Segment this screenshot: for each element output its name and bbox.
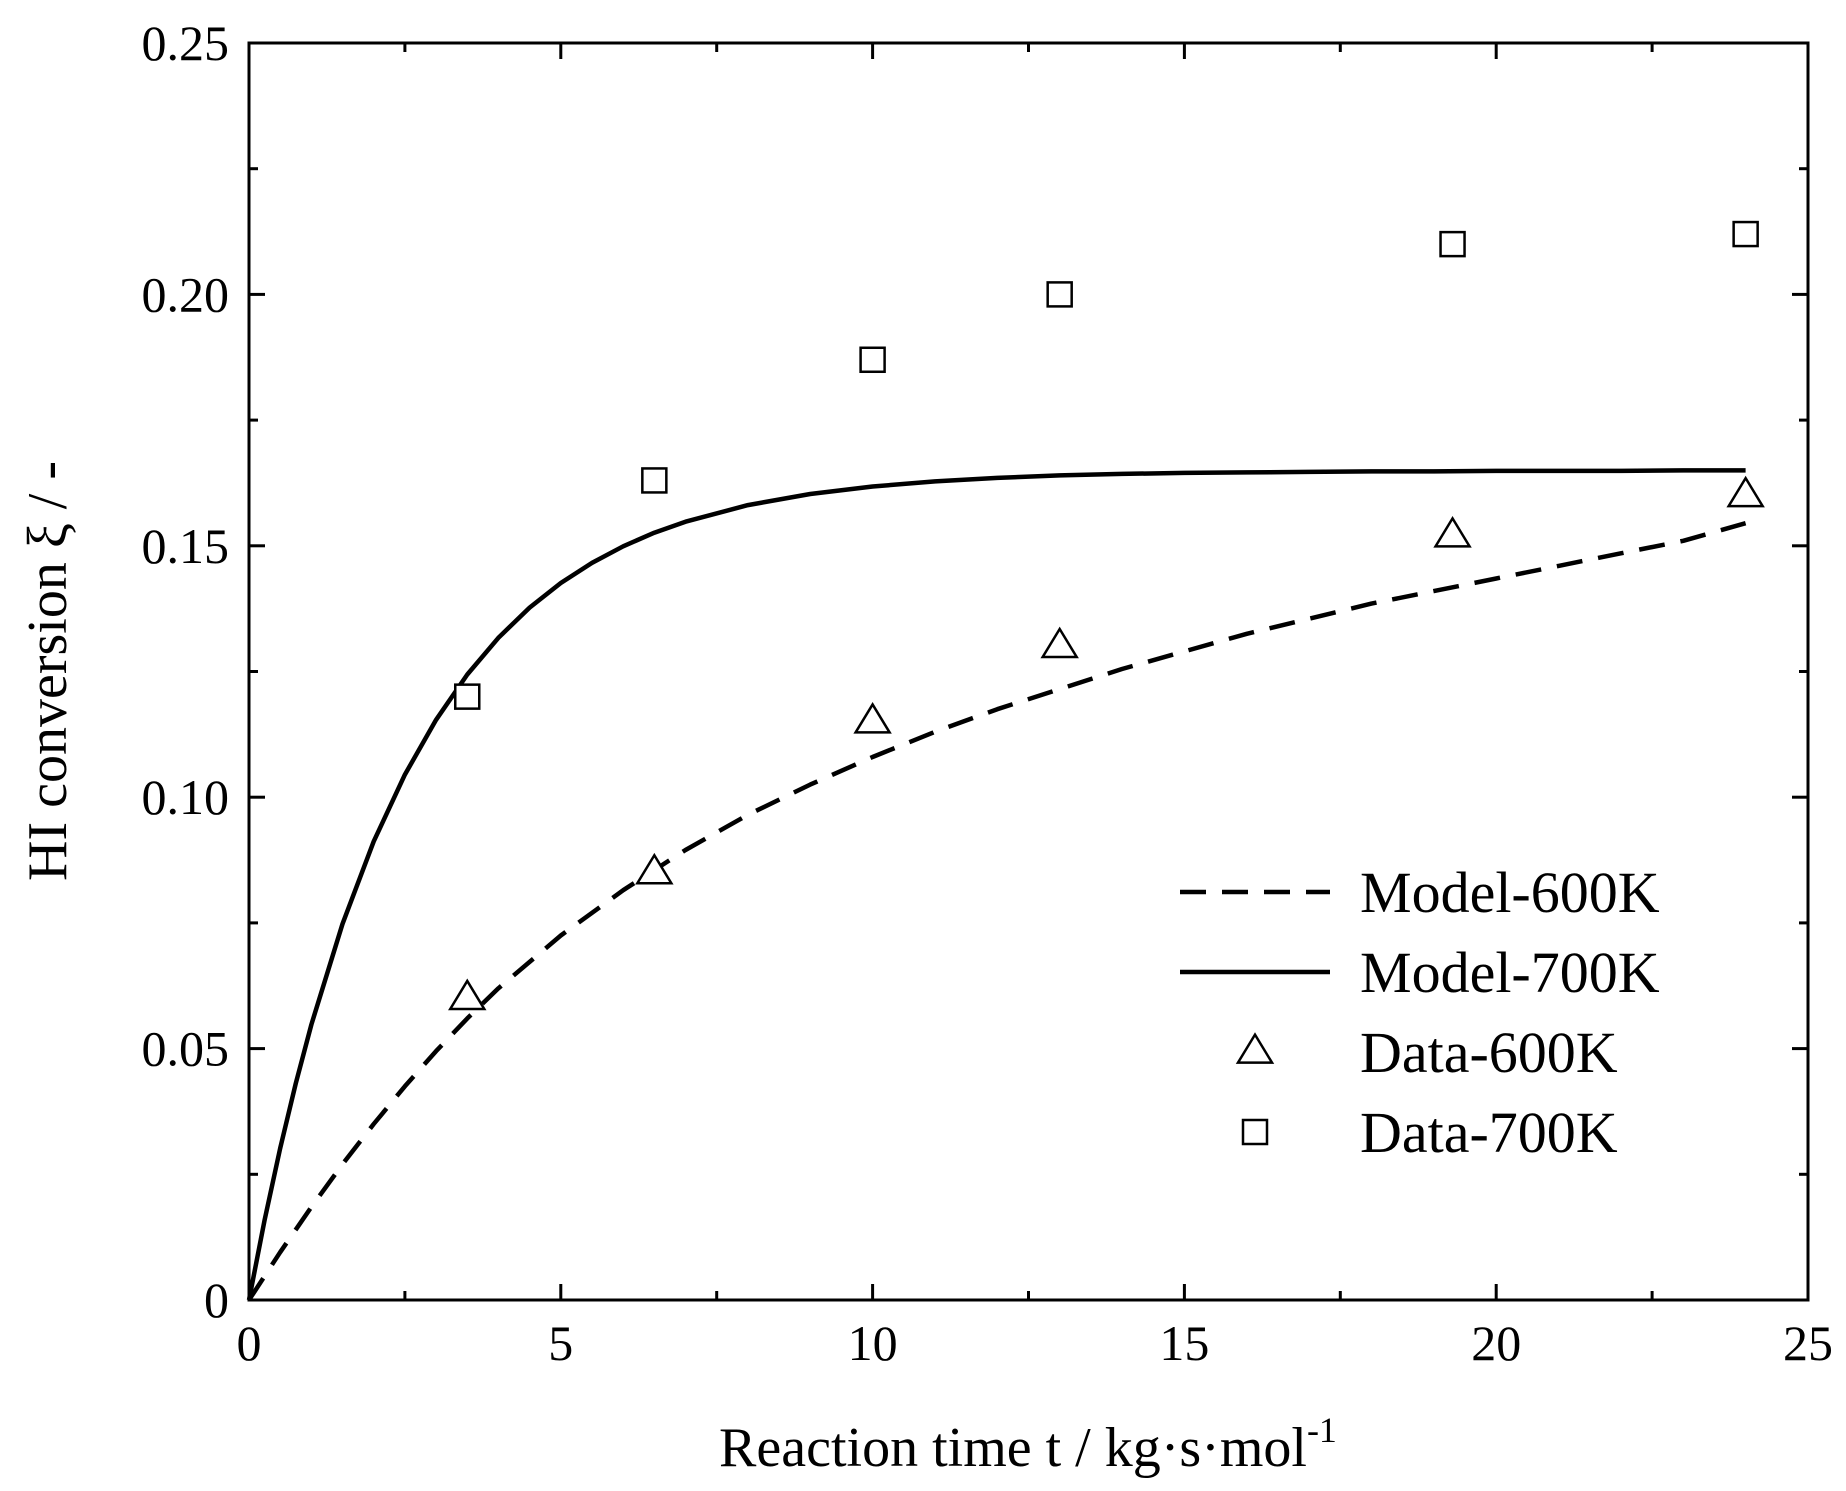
series-line-model-600k (247, 521, 1747, 1302)
data-point-data-600k (1433, 515, 1472, 548)
x-tick-label: 20 (1471, 1315, 1521, 1371)
data-point-data-600k (635, 852, 674, 885)
legend-label-data-700k: Data-700K (1360, 1100, 1618, 1165)
data-point-data-600k (448, 978, 487, 1011)
data-point-data-700k (641, 467, 668, 494)
data-point-data-700k (454, 683, 481, 710)
x-axis-title: Reaction time t / kg·s·mol-1 (719, 1410, 1337, 1479)
data-point-data-700k (1046, 281, 1073, 308)
axis-tick-labels: 0 5 10 15 20 25 0 0.05 0.10 0.15 0.20 0.25 (142, 15, 1834, 1371)
series-line-model-700k (246, 468, 1746, 1301)
y-tick-label: 0.10 (142, 769, 230, 825)
axis-ticks (247, 41, 1810, 1302)
markers-layer (448, 220, 1765, 1011)
series-layer (246, 468, 1747, 1302)
data-point-data-700k (1439, 230, 1466, 258)
x-tick-label: 0 (237, 1315, 262, 1371)
legend-symbol-data-700k (1241, 1118, 1269, 1146)
x-tick-label: 10 (848, 1315, 898, 1371)
data-point-data-700k (1732, 220, 1759, 248)
y-tick-label: 0.15 (142, 518, 230, 574)
legend-label-model-700k: Model-700K (1360, 940, 1660, 1005)
data-point-data-600k (853, 702, 892, 734)
legend-symbol-data-600k (1235, 1032, 1275, 1064)
y-tick-label: 0 (204, 1272, 229, 1328)
x-tick-label: 15 (1159, 1315, 1209, 1371)
y-axis-title: HI conversion ξ / - (17, 461, 79, 881)
data-point-data-600k (1726, 475, 1765, 508)
x-axis-title-text: Reaction time t / kg·s·mol (719, 1417, 1307, 1479)
data-point-data-700k (859, 346, 886, 374)
y-tick-label: 0.25 (142, 15, 230, 71)
legend: Model-600K Model-700K Data-600K Data-700K (1180, 860, 1660, 1165)
x-axis-title-superscript: -1 (1307, 1410, 1337, 1450)
x-tick-label: 25 (1783, 1315, 1833, 1371)
legend-label-model-600k: Model-600K (1360, 860, 1660, 925)
legend-label-data-600k: Data-600K (1360, 1020, 1618, 1085)
data-point-data-600k (1040, 626, 1079, 659)
y-tick-label: 0.05 (142, 1021, 230, 1077)
y-tick-label: 0.20 (142, 266, 230, 322)
x-tick-label: 5 (548, 1315, 573, 1371)
